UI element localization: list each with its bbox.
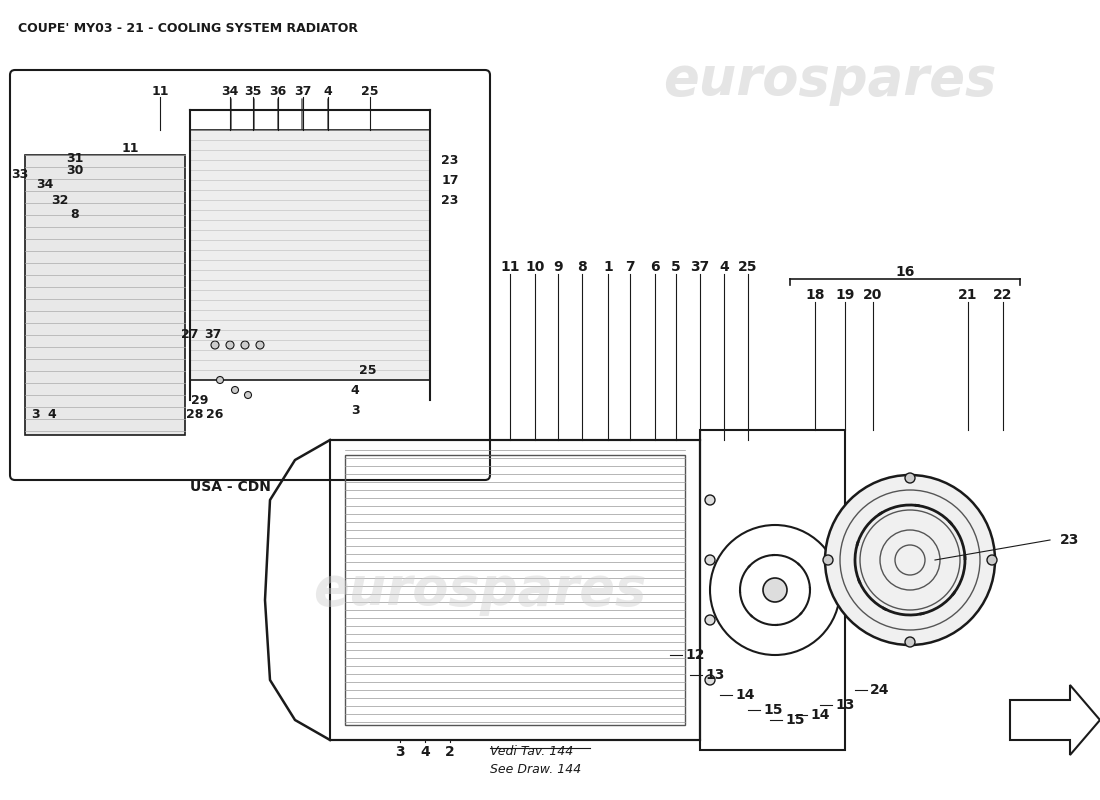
Circle shape xyxy=(226,341,234,349)
Bar xyxy=(700,430,845,750)
Circle shape xyxy=(987,555,997,565)
Text: 29: 29 xyxy=(191,394,209,406)
Text: 34: 34 xyxy=(36,178,54,191)
Text: 4: 4 xyxy=(719,260,729,274)
Text: 23: 23 xyxy=(441,154,459,166)
Text: 34: 34 xyxy=(221,85,239,98)
Text: 18: 18 xyxy=(805,288,825,302)
Text: 27: 27 xyxy=(182,329,199,342)
Circle shape xyxy=(763,578,786,602)
Bar xyxy=(25,155,185,435)
Circle shape xyxy=(705,495,715,505)
Text: USA - CDN: USA - CDN xyxy=(189,480,271,494)
Text: 23: 23 xyxy=(1060,533,1079,547)
Circle shape xyxy=(241,341,249,349)
Text: 33: 33 xyxy=(11,169,29,182)
Text: 37: 37 xyxy=(295,85,311,98)
Text: 17: 17 xyxy=(441,174,459,186)
Bar xyxy=(190,130,430,380)
Text: 37: 37 xyxy=(205,329,222,342)
Circle shape xyxy=(705,675,715,685)
Text: 16: 16 xyxy=(895,265,915,279)
Text: 31: 31 xyxy=(66,151,84,165)
Text: 36: 36 xyxy=(270,85,287,98)
Text: 25: 25 xyxy=(361,85,378,98)
Circle shape xyxy=(231,386,239,394)
Text: eurospares: eurospares xyxy=(663,54,997,106)
Text: 11: 11 xyxy=(121,142,139,154)
Text: 15: 15 xyxy=(763,703,782,717)
Circle shape xyxy=(905,473,915,483)
Text: 24: 24 xyxy=(870,683,890,697)
Circle shape xyxy=(211,341,219,349)
Text: 22: 22 xyxy=(993,288,1013,302)
Text: 25: 25 xyxy=(360,363,376,377)
Text: 12: 12 xyxy=(685,648,704,662)
Circle shape xyxy=(256,341,264,349)
Text: 7: 7 xyxy=(625,260,635,274)
Text: 9: 9 xyxy=(553,260,563,274)
Circle shape xyxy=(905,637,915,647)
Circle shape xyxy=(705,555,715,565)
Text: 23: 23 xyxy=(441,194,459,206)
Circle shape xyxy=(823,555,833,565)
Bar xyxy=(330,440,700,740)
Text: 30: 30 xyxy=(66,163,84,177)
Text: 3: 3 xyxy=(395,745,405,759)
Text: 32: 32 xyxy=(52,194,68,206)
Text: 13: 13 xyxy=(835,698,855,712)
Circle shape xyxy=(705,615,715,625)
Text: eurospares: eurospares xyxy=(314,564,647,616)
Circle shape xyxy=(825,475,996,645)
Text: 28: 28 xyxy=(186,409,204,422)
Text: 14: 14 xyxy=(735,688,755,702)
Text: 8: 8 xyxy=(70,209,79,222)
Text: 10: 10 xyxy=(526,260,544,274)
Text: 4: 4 xyxy=(47,409,56,422)
Circle shape xyxy=(244,391,252,398)
Text: 37: 37 xyxy=(691,260,710,274)
Text: 8: 8 xyxy=(578,260,587,274)
Text: 1: 1 xyxy=(603,260,613,274)
Text: 4: 4 xyxy=(420,745,430,759)
Text: 4: 4 xyxy=(323,85,332,98)
Text: COUPE' MY03 - 21 - COOLING SYSTEM RADIATOR: COUPE' MY03 - 21 - COOLING SYSTEM RADIAT… xyxy=(18,22,358,35)
Text: See Draw. 144: See Draw. 144 xyxy=(490,763,581,776)
Bar xyxy=(345,455,685,725)
Text: 13: 13 xyxy=(705,668,725,682)
Text: 35: 35 xyxy=(244,85,262,98)
Text: 5: 5 xyxy=(671,260,681,274)
Text: 20: 20 xyxy=(864,288,882,302)
Text: Vedi Tav. 144: Vedi Tav. 144 xyxy=(490,745,573,758)
Circle shape xyxy=(217,377,223,383)
Text: 11: 11 xyxy=(152,85,168,98)
Text: 3: 3 xyxy=(31,409,40,422)
Text: 3: 3 xyxy=(351,403,360,417)
Text: 14: 14 xyxy=(810,708,829,722)
Text: 11: 11 xyxy=(500,260,519,274)
Text: 19: 19 xyxy=(835,288,855,302)
Text: 26: 26 xyxy=(207,409,223,422)
Text: 4: 4 xyxy=(351,383,360,397)
Text: 15: 15 xyxy=(785,713,804,727)
Polygon shape xyxy=(1010,685,1100,755)
Text: 6: 6 xyxy=(650,260,660,274)
Text: 2: 2 xyxy=(446,745,455,759)
Text: 25: 25 xyxy=(738,260,758,274)
Text: 21: 21 xyxy=(958,288,978,302)
